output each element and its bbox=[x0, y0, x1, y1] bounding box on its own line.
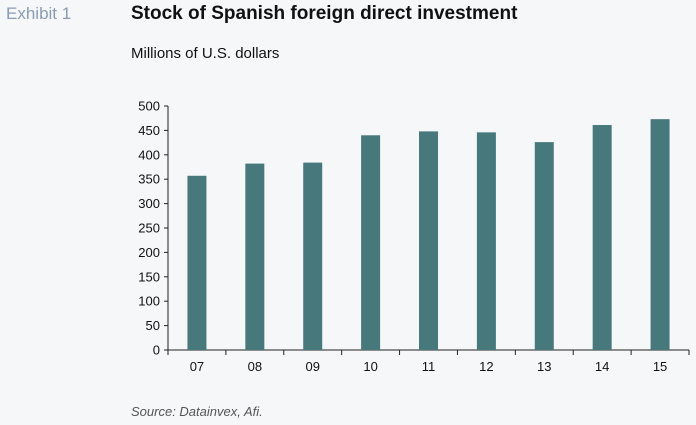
bar-15 bbox=[650, 119, 670, 351]
y-tick-label: 300 bbox=[138, 196, 160, 211]
y-tick-label: 500 bbox=[138, 99, 160, 114]
y-tick-label: 0 bbox=[153, 343, 160, 358]
y-tick-label: 450 bbox=[138, 123, 160, 138]
y-tick-label: 150 bbox=[138, 269, 160, 284]
bars bbox=[187, 119, 670, 351]
x-tick-label: 15 bbox=[653, 359, 667, 374]
y-tick-label: 250 bbox=[138, 221, 160, 236]
x-tick-label: 14 bbox=[595, 359, 609, 374]
x-tick-label: 08 bbox=[248, 359, 262, 374]
x-tick-label: 13 bbox=[537, 359, 551, 374]
bar-11 bbox=[419, 131, 438, 350]
x-axis: 07 08 09 10 11 12 13 14 15 bbox=[167, 349, 690, 374]
chart-title: Stock of Spanish foreign direct investme… bbox=[131, 3, 518, 24]
y-tick-label: 350 bbox=[138, 172, 160, 187]
x-tick-label: 07 bbox=[190, 359, 204, 374]
x-tick-label: 12 bbox=[479, 359, 493, 374]
bar-12 bbox=[476, 132, 496, 350]
bar-10 bbox=[361, 135, 381, 350]
y-tick-label: 50 bbox=[146, 318, 160, 333]
y-tick-label: 100 bbox=[138, 294, 160, 309]
bar-14 bbox=[592, 125, 612, 350]
y-tick-label: 200 bbox=[138, 245, 160, 260]
x-tick-label: 10 bbox=[363, 359, 377, 374]
x-tick-label: 11 bbox=[422, 359, 436, 374]
x-tick-label: 09 bbox=[305, 359, 319, 374]
bar-13 bbox=[534, 142, 554, 350]
bar-09 bbox=[303, 162, 323, 350]
source-note: Source: Datainvex, Afi. bbox=[131, 404, 263, 419]
bar-08 bbox=[245, 163, 265, 350]
chart-subtitle: Millions of U.S. dollars bbox=[131, 45, 280, 62]
exhibit-label: Exhibit 1 bbox=[6, 4, 72, 23]
y-axis: 0 50 100 150 200 250 300 350 400 450 500 bbox=[138, 99, 169, 358]
y-tick-label: 400 bbox=[138, 147, 160, 162]
bar-07 bbox=[187, 175, 207, 350]
